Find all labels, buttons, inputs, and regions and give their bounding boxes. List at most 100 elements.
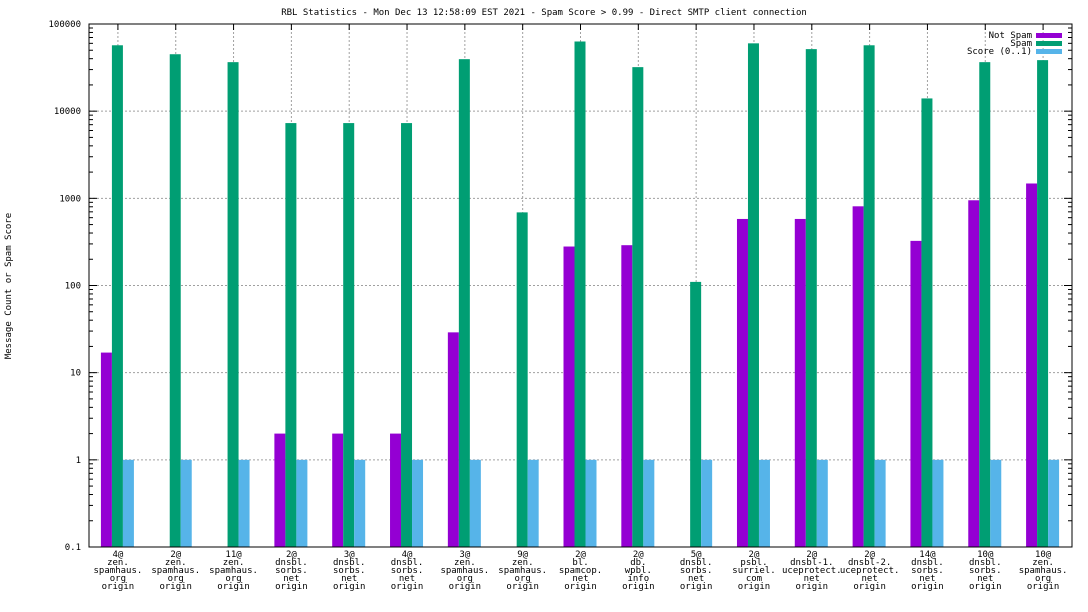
- x-tick-label: zen.: [223, 558, 245, 568]
- x-tick-label: 2@: [806, 550, 817, 560]
- bar-not-spam: [100, 352, 112, 547]
- y-axis: 0.1 1 10 100 1000 10000 100000: [48, 20, 1072, 553]
- x-tick-label: dnsbl-2.: [848, 558, 891, 568]
- bar-score-0-1: [354, 459, 366, 547]
- y-axis-label: Message Count or Spam Score: [4, 213, 14, 359]
- bar-score-0-1: [122, 459, 134, 547]
- y-tick-label: 1: [76, 456, 81, 466]
- x-tick-label: 11@: [225, 550, 242, 560]
- x-tick-label: spamcop.: [559, 566, 602, 576]
- bar-spam: [863, 45, 875, 548]
- x-tick-label: sorbs.: [333, 566, 366, 576]
- bar-score-0-1: [238, 459, 250, 547]
- bar-spam: [343, 123, 355, 548]
- x-tick-label: sorbs.: [275, 566, 308, 576]
- y-tick-label: 100: [65, 282, 81, 292]
- x-tick-label: dnsbl.: [333, 558, 366, 568]
- bar-spam: [921, 98, 933, 548]
- x-tick-label: spamhaus.: [151, 566, 200, 576]
- bar-spam: [401, 123, 413, 548]
- bar-spam: [690, 281, 702, 547]
- bar-spam: [747, 43, 759, 547]
- x-tick-label: 10@: [1035, 550, 1052, 560]
- x-tick-label: net: [341, 574, 357, 584]
- legend-label: Spam: [1010, 39, 1032, 49]
- x-tick-label: 10@: [977, 550, 994, 560]
- x-tick-label: 3@: [344, 550, 355, 560]
- x-tick-label: net: [861, 574, 877, 584]
- bar-spam: [574, 41, 586, 547]
- x-tick-label: zen.: [1032, 558, 1054, 568]
- legend-label: Score (0..1): [967, 47, 1032, 57]
- bar-spam: [111, 45, 123, 548]
- x-tick-label: db.: [630, 558, 646, 568]
- y-tick-label: 1000: [59, 194, 81, 204]
- x-tick-label: dnsbl.: [391, 558, 424, 568]
- x-tick-label: 2@: [170, 550, 181, 560]
- x-tick-label: net: [919, 574, 935, 584]
- bar-spam: [805, 49, 817, 548]
- bars: [100, 41, 1060, 548]
- bar-spam: [458, 59, 470, 547]
- x-tick-label: bl.: [572, 558, 588, 568]
- x-tick-label: origin: [738, 582, 771, 592]
- x-tick-label: spamhaus.: [1019, 566, 1068, 576]
- x-tick-label: origin: [506, 582, 539, 592]
- x-tick-label: 2@: [286, 550, 297, 560]
- bar-score-0-1: [816, 459, 828, 547]
- x-tick-label: org: [110, 574, 126, 584]
- bar-spam: [979, 62, 991, 547]
- bar-score-0-1: [643, 459, 655, 547]
- x-tick-label: origin: [449, 582, 482, 592]
- y-tick-label: 100000: [48, 20, 81, 30]
- bar-spam: [169, 54, 181, 548]
- bar-score-0-1: [701, 459, 713, 547]
- x-tick-label: zen.: [165, 558, 187, 568]
- x-tick-label: origin: [622, 582, 655, 592]
- x-tick-label: origin: [564, 582, 597, 592]
- x-tick-label: origin: [680, 582, 713, 592]
- x-tick-label: sorbs.: [680, 566, 713, 576]
- x-tick-label: com: [746, 574, 762, 584]
- y-tick-label: 0.1: [65, 543, 81, 553]
- bar-score-0-1: [932, 459, 944, 547]
- x-tick-label: zen.: [107, 558, 129, 568]
- x-tick-label: 9@: [517, 550, 528, 560]
- x-tick-label: uceprotect.: [782, 566, 842, 576]
- x-tick-label: 14@: [919, 550, 936, 560]
- x-tick-label: zen.: [454, 558, 476, 568]
- bar-not-spam: [621, 245, 633, 547]
- x-tick-label: origin: [333, 582, 366, 592]
- bar-not-spam: [332, 433, 344, 547]
- x-tick-label: origin: [911, 582, 944, 592]
- x-tick-label: uceprotect.: [840, 566, 900, 576]
- bar-not-spam: [736, 218, 748, 547]
- x-tick-label: 2@: [749, 550, 760, 560]
- bar-score-0-1: [469, 459, 481, 547]
- y-tick-label: 10: [70, 369, 81, 379]
- x-tick-label: spamhaus.: [94, 566, 143, 576]
- x-tick-label: origin: [275, 582, 308, 592]
- x-tick-label: net: [283, 574, 299, 584]
- x-tick-label: origin: [969, 582, 1002, 592]
- bar-not-spam: [274, 433, 286, 547]
- x-tick-label: origin: [796, 582, 829, 592]
- chart-title: RBL Statistics - Mon Dec 13 12:58:09 EST…: [281, 8, 807, 18]
- bar-spam: [516, 212, 528, 548]
- x-tick-label: origin: [159, 582, 192, 592]
- legend-swatch: [1036, 33, 1062, 38]
- bar-score-0-1: [990, 459, 1002, 547]
- bar-spam: [632, 67, 644, 547]
- x-axis: 4@zen.spamhaus.orgorigin2@zen.spamhaus.o…: [94, 24, 1068, 592]
- bar-spam: [285, 123, 297, 548]
- x-tick-label: net: [399, 574, 415, 584]
- x-tick-label: origin: [217, 582, 250, 592]
- x-tick-label: org: [225, 574, 241, 584]
- x-tick-label: net: [804, 574, 820, 584]
- bar-score-0-1: [180, 459, 192, 547]
- bar-not-spam: [447, 332, 459, 547]
- x-tick-label: sorbs.: [969, 566, 1002, 576]
- x-tick-label: 2@: [633, 550, 644, 560]
